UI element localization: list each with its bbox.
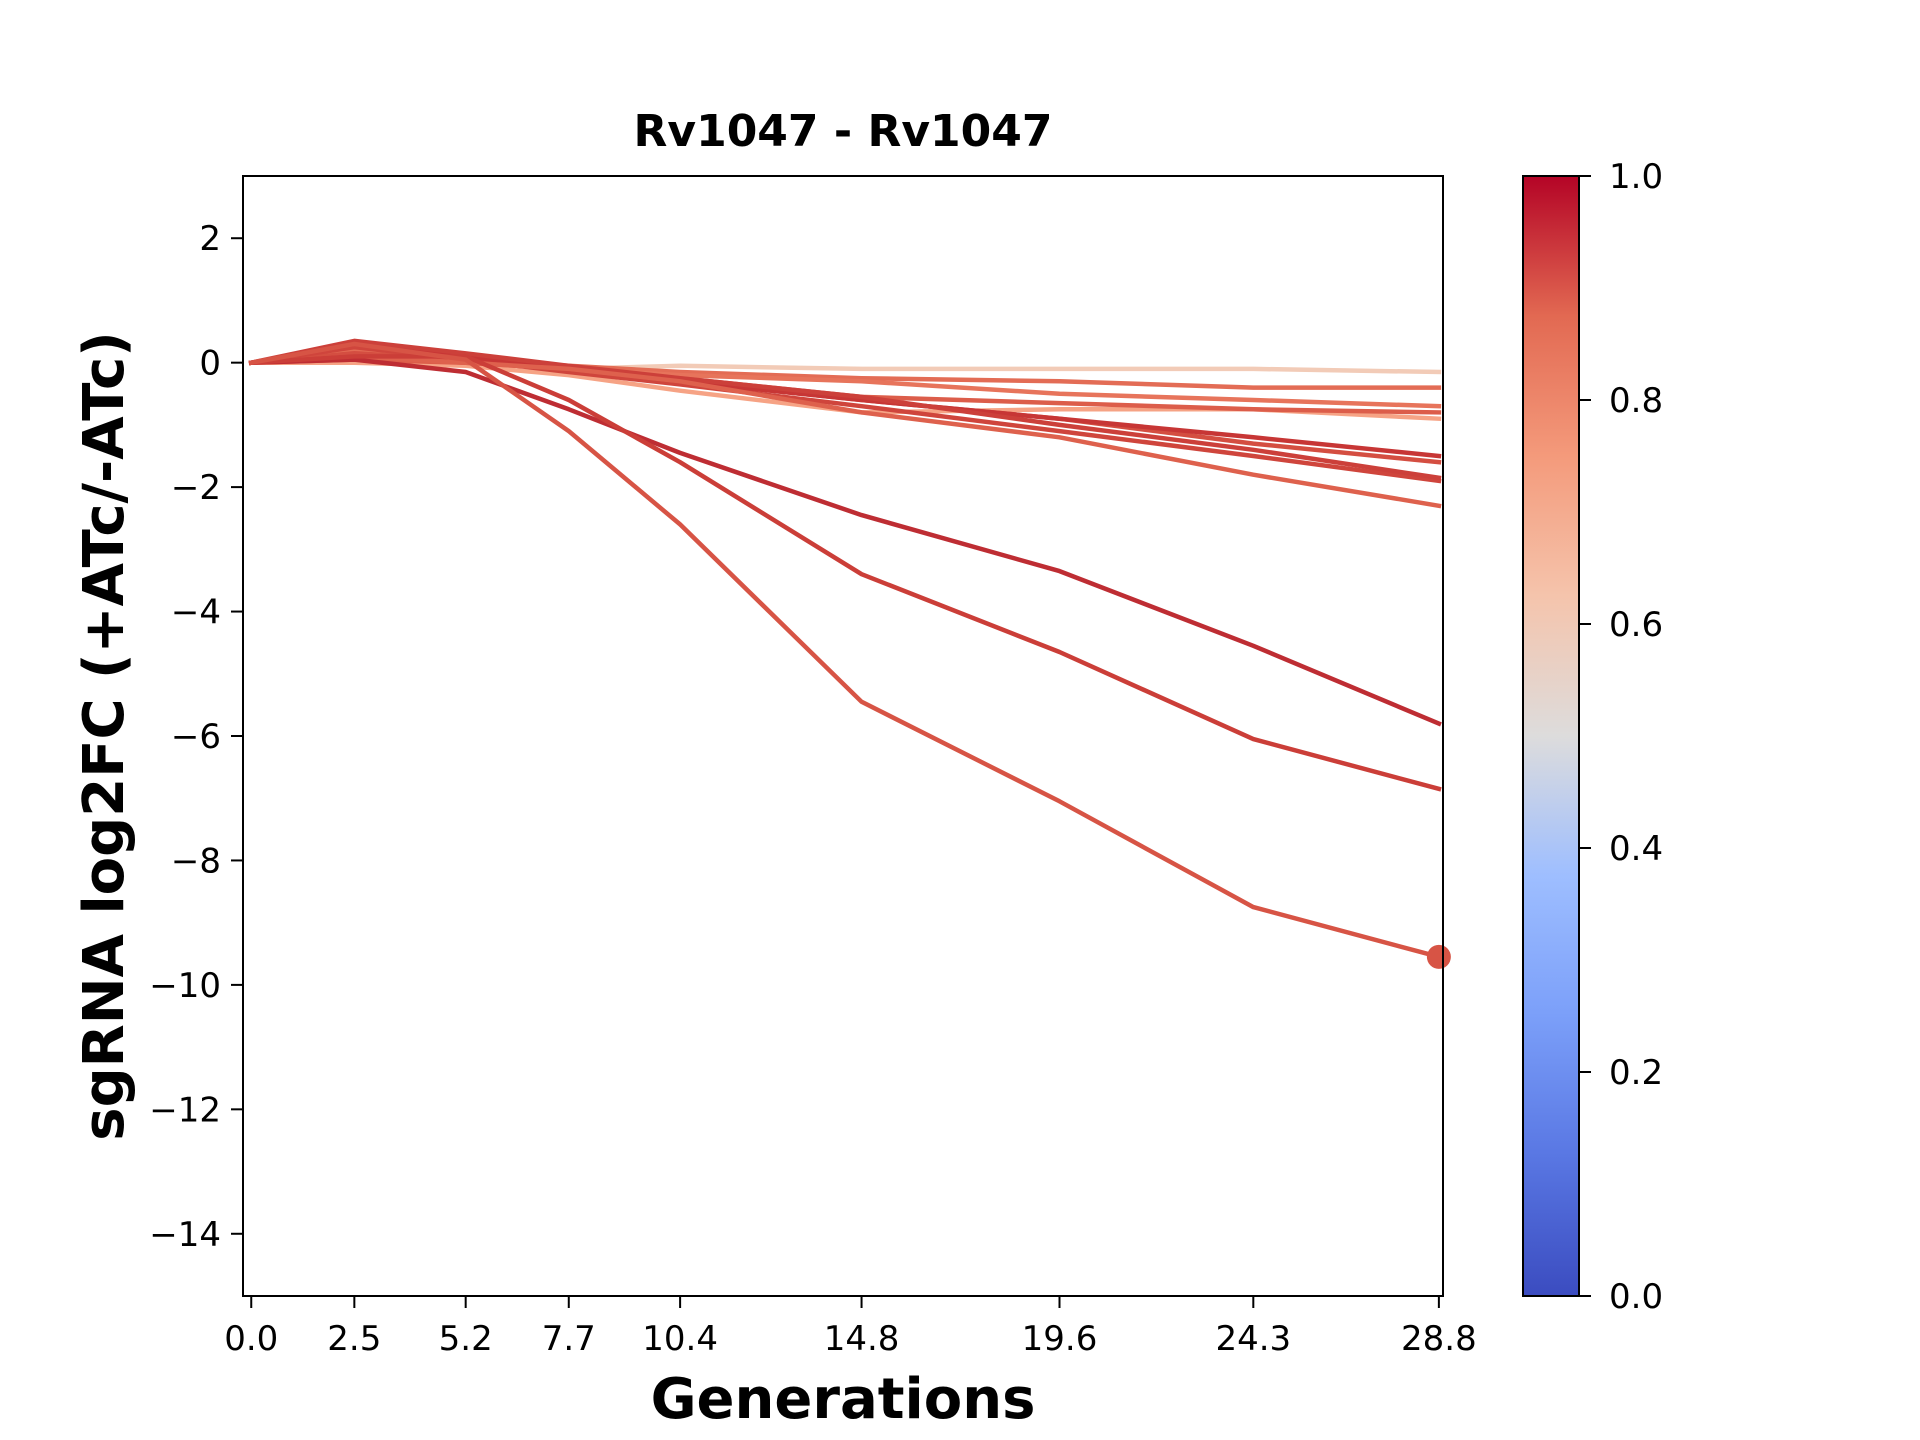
y-axis-ticks: 2 0 −2 −4 −6 −8 −10 −12 −14 xyxy=(149,219,243,1255)
y-tick-label: 0 xyxy=(199,344,221,384)
y-tick-label: −6 xyxy=(171,717,221,757)
colorbar-frame xyxy=(1522,175,1580,1297)
y-tick-label: −2 xyxy=(171,468,221,508)
series-markers xyxy=(1426,944,1451,969)
series-line xyxy=(248,341,1442,960)
x-tick-label: 5.2 xyxy=(439,1319,493,1359)
x-tick-label: 19.6 xyxy=(1022,1319,1098,1359)
chart-title: Rv1047 - Rv1047 xyxy=(634,106,1053,157)
y-tick-label: −14 xyxy=(149,1215,221,1255)
y-tick-label: −8 xyxy=(171,841,221,881)
series-line xyxy=(248,354,1442,792)
x-tick-label: 7.7 xyxy=(542,1319,596,1359)
y-tick-label: −10 xyxy=(149,966,221,1006)
colorbar-ticks: 0.0 0.2 0.4 0.6 0.8 1.0 xyxy=(1579,157,1663,1317)
x-axis-ticks: 0.0 2.5 5.2 7.7 10.4 14.8 19.6 24.3 28.8 xyxy=(224,1296,1477,1359)
x-tick-label: 14.8 xyxy=(824,1319,900,1359)
y-tick-label: −12 xyxy=(149,1090,221,1130)
y-axis-label: sgRNA log2FC (+ATc/-ATc) xyxy=(72,331,137,1141)
x-tick-label: 10.4 xyxy=(642,1319,718,1359)
colorbar-tick-label: 0.8 xyxy=(1609,381,1663,421)
colorbar-tick-label: 1.0 xyxy=(1609,157,1663,197)
colorbar-tick-label: 0.0 xyxy=(1609,1277,1663,1317)
colorbar-tick-label: 0.4 xyxy=(1609,829,1663,869)
y-tick-label: 2 xyxy=(199,219,221,259)
series-lines xyxy=(248,338,1442,960)
x-axis-label: Generations xyxy=(651,1367,1036,1432)
x-tick-label: 0.0 xyxy=(224,1319,278,1359)
colorbar-gradient xyxy=(1523,176,1579,1296)
colorbar-tick-label: 0.6 xyxy=(1609,605,1663,645)
colorbar-tick-label: 0.2 xyxy=(1609,1053,1663,1093)
plot-frame xyxy=(242,175,1444,1297)
x-tick-label: 2.5 xyxy=(327,1319,381,1359)
y-tick-label: −4 xyxy=(171,593,221,633)
x-tick-label: 28.8 xyxy=(1401,1319,1477,1359)
x-tick-label: 24.3 xyxy=(1215,1319,1291,1359)
series-end-marker xyxy=(1426,944,1451,969)
series-line xyxy=(248,338,1442,481)
series-line xyxy=(248,357,1442,727)
